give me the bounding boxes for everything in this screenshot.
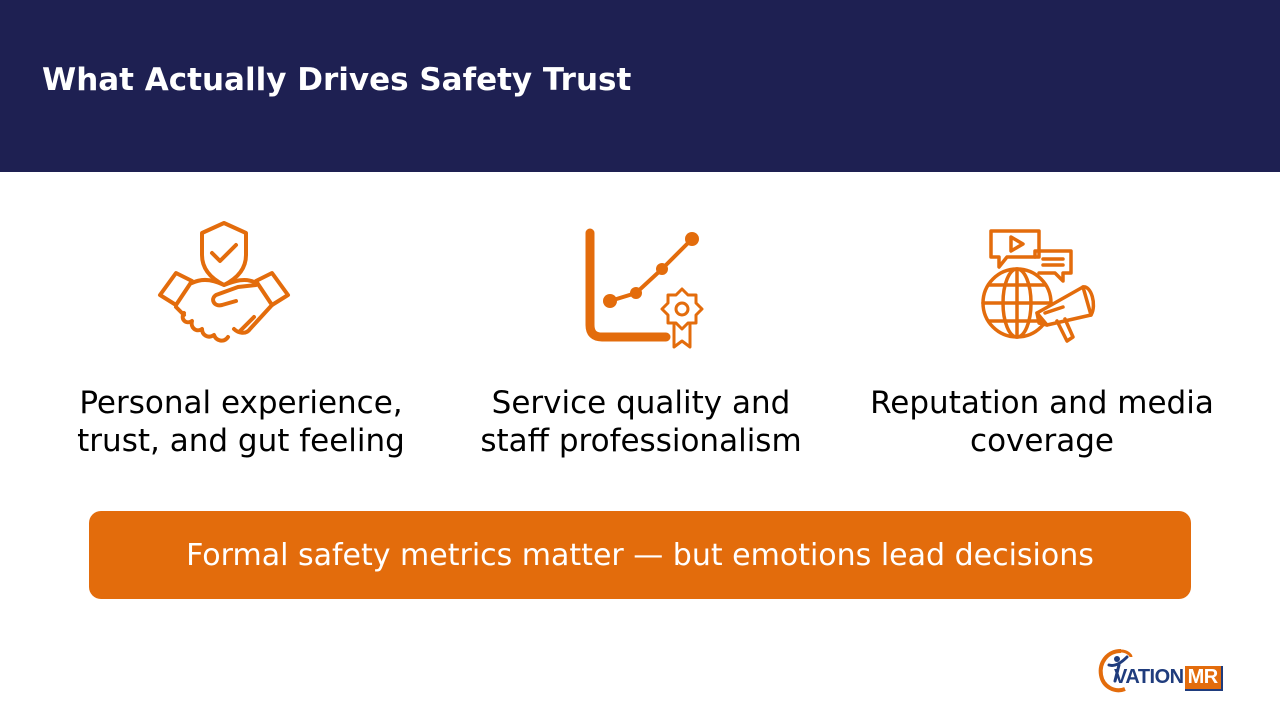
driver-column-personal xyxy=(24,215,424,355)
ovation-logo-icon xyxy=(1098,649,1133,693)
label-line: trust, and gut feeling xyxy=(77,423,405,459)
growth-chart-award-icon xyxy=(585,228,704,349)
header-bar: What Actually Drives Safety Trust xyxy=(0,0,1280,172)
driver-label-service: Service quality and staff professionalis… xyxy=(441,384,841,460)
globe-media-megaphone-icon xyxy=(981,229,1096,343)
label-line: coverage xyxy=(970,423,1114,459)
handshake-shield-icon xyxy=(158,221,290,343)
driver-column-reputation xyxy=(843,215,1243,355)
logo-main-text: VATION xyxy=(1114,666,1184,688)
banner-text: Formal safety metrics matter — but emoti… xyxy=(186,537,1094,573)
company-logo: VATION MR xyxy=(1114,666,1223,691)
driver-label-personal: Personal experience, trust, and gut feel… xyxy=(41,384,441,460)
key-takeaway-banner: Formal safety metrics matter — but emoti… xyxy=(89,511,1191,599)
label-line: Personal experience, xyxy=(79,385,403,421)
label-line: Service quality and xyxy=(491,385,791,421)
driver-label-reputation: Reputation and media coverage xyxy=(842,384,1242,460)
driver-column-service xyxy=(440,215,840,355)
label-line: Reputation and media xyxy=(870,385,1214,421)
slide-title: What Actually Drives Safety Trust xyxy=(42,62,632,98)
label-line: staff professionalism xyxy=(480,423,802,459)
logo-suffix: MR xyxy=(1184,666,1223,691)
